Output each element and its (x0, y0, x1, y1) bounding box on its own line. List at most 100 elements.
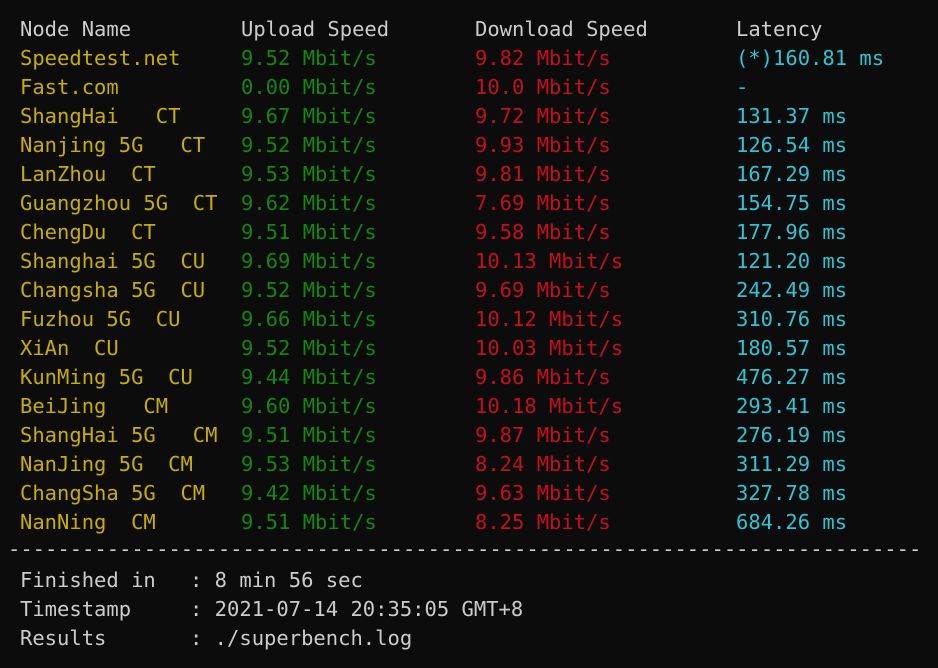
table-row: Changsha 5G CU 9.52 Mbit/s 9.69 Mbit/s 242.… (0, 276, 938, 305)
node-name: ChangSha 5G CM (20, 481, 206, 505)
upload-speed: 9.52 Mbit/s (241, 278, 377, 302)
summary-label: Timestamp (20, 597, 132, 621)
summary-label: Finished in (20, 568, 156, 592)
latency: 180.57 ms (736, 336, 848, 360)
table-row: Fuzhou 5G CU 9.66 Mbit/s 10.12 Mbit/s 310.7… (0, 305, 938, 334)
node-name: ShangHai 5G CM (20, 423, 218, 447)
table-row: XiAn CU 9.52 Mbit/s 10.03 Mbit/s 180.57 ms (0, 334, 938, 363)
upload-speed: 9.52 Mbit/s (241, 46, 377, 70)
download-speed: 7.69 Mbit/s (475, 191, 611, 215)
node-name: ShangHai CT (20, 104, 181, 128)
node-name: NanJing 5G CM (20, 452, 193, 476)
download-speed: 9.87 Mbit/s (475, 423, 611, 447)
node-name: ChengDu CT (20, 220, 156, 244)
upload-speed: 9.60 Mbit/s (241, 394, 377, 418)
table-row: Guangzhou 5G CT 9.62 Mbit/s 7.69 Mbit/s 154… (0, 189, 938, 218)
download-speed: 9.82 Mbit/s (475, 46, 611, 70)
latency: (*)160.81 ms (736, 46, 885, 70)
upload-speed: 9.52 Mbit/s (241, 133, 377, 157)
node-name: XiAn CU (20, 336, 119, 360)
upload-speed: 9.53 Mbit/s (241, 162, 377, 186)
node-name: Shanghai 5G CU (20, 249, 206, 273)
upload-speed: 9.51 Mbit/s (241, 220, 377, 244)
table-row: NanNing CM 9.51 Mbit/s 8.25 Mbit/s 684.26 m… (0, 508, 938, 537)
upload-speed: 9.69 Mbit/s (241, 249, 377, 273)
latency: 242.49 ms (736, 278, 848, 302)
latency: 121.20 ms (736, 249, 848, 273)
latency: 310.76 ms (736, 307, 848, 331)
upload-speed: 9.51 Mbit/s (241, 423, 377, 447)
upload-speed: 9.67 Mbit/s (241, 104, 377, 128)
node-name: Fuzhou 5G CU (20, 307, 181, 331)
latency: 167.29 ms (736, 162, 848, 186)
upload-speed: 9.53 Mbit/s (241, 452, 377, 476)
download-speed: 9.86 Mbit/s (475, 365, 611, 389)
upload-speed: 9.62 Mbit/s (241, 191, 377, 215)
download-speed: 9.58 Mbit/s (475, 220, 611, 244)
separator-top: ----------------------------------------… (8, 0, 918, 8)
download-speed: 10.03 Mbit/s (475, 336, 624, 360)
table-row: LanZhou CT 9.53 Mbit/s 9.81 Mbit/s 167.29 m… (0, 160, 938, 189)
header-latency: Latency (736, 17, 823, 41)
download-speed: 10.12 Mbit/s (475, 307, 624, 331)
node-name: NanNing CM (20, 510, 156, 534)
table-row: Fast.com 0.00 Mbit/s 10.0 Mbit/s - (0, 73, 938, 102)
latency: 684.26 ms (736, 510, 848, 534)
latency: - (736, 75, 749, 99)
table-row: Speedtest.net 9.52 Mbit/s 9.82 Mbit/s (*)16… (0, 44, 938, 73)
latency: 126.54 ms (736, 133, 848, 157)
latency: 131.37 ms (736, 104, 848, 128)
upload-speed: 9.51 Mbit/s (241, 510, 377, 534)
latency: 311.29 ms (736, 452, 848, 476)
table-row: ShangHai CT 9.67 Mbit/s 9.72 Mbit/s 131.37 … (0, 102, 938, 131)
download-speed: 8.24 Mbit/s (475, 452, 611, 476)
table-row: ShangHai 5G CM 9.51 Mbit/s 9.87 Mbit/s 276.… (0, 421, 938, 450)
summary-value: : 2021-07-14 20:35:05 GMT+8 (190, 597, 524, 621)
summary-line: Timestamp : 2021-07-14 20:35:05 GMT+8 (0, 595, 938, 624)
upload-speed: 9.52 Mbit/s (241, 336, 377, 360)
download-speed: 10.0 Mbit/s (475, 75, 611, 99)
latency: 327.78 ms (736, 481, 848, 505)
upload-speed: 9.42 Mbit/s (241, 481, 377, 505)
node-name: Fast.com (20, 75, 119, 99)
summary-value: : ./superbench.log (190, 626, 413, 650)
node-name: BeiJing CM (20, 394, 169, 418)
latency: 293.41 ms (736, 394, 848, 418)
table-row: KunMing 5G CU 9.44 Mbit/s 9.86 Mbit/s 476.2… (0, 363, 938, 392)
download-speed: 9.81 Mbit/s (475, 162, 611, 186)
latency: 154.75 ms (736, 191, 848, 215)
summary-line: Results : ./superbench.log (0, 624, 938, 653)
summary-line: Finished in : 8 min 56 sec (0, 566, 938, 595)
header-upload-speed: Upload Speed (241, 17, 390, 41)
node-name: LanZhou CT (20, 162, 156, 186)
upload-speed: 9.66 Mbit/s (241, 307, 377, 331)
download-speed: 10.13 Mbit/s (475, 249, 624, 273)
table-row: NanJing 5G CM 9.53 Mbit/s 8.24 Mbit/s 311.2… (0, 450, 938, 479)
table-row: Nanjing 5G CT 9.52 Mbit/s 9.93 Mbit/s 126.5… (0, 131, 938, 160)
summary-label: Results (20, 626, 107, 650)
latency: 476.27 ms (736, 365, 848, 389)
upload-speed: 9.44 Mbit/s (241, 365, 377, 389)
node-name: Speedtest.net (20, 46, 181, 70)
upload-speed: 0.00 Mbit/s (241, 75, 377, 99)
separator-bottom: ----------------------------------------… (8, 537, 918, 561)
node-name: Changsha 5G CU (20, 278, 206, 302)
download-speed: 10.18 Mbit/s (475, 394, 624, 418)
header-download-speed: Download Speed (475, 17, 648, 41)
table-row: BeiJing CM 9.60 Mbit/s 10.18 Mbit/s 293.41 … (0, 392, 938, 421)
download-speed: 9.63 Mbit/s (475, 481, 611, 505)
download-speed: 9.93 Mbit/s (475, 133, 611, 157)
latency: 276.19 ms (736, 423, 848, 447)
table-header: Node Name Upload Speed Download Speed La… (0, 15, 938, 44)
summary-value: : 8 min 56 sec (190, 568, 363, 592)
download-speed: 9.72 Mbit/s (475, 104, 611, 128)
table-row: ChangSha 5G CM 9.42 Mbit/s 9.63 Mbit/s 327.… (0, 479, 938, 508)
header-node-name: Node Name (20, 17, 132, 41)
table-row: ChengDu CT 9.51 Mbit/s 9.58 Mbit/s 177.96 m… (0, 218, 938, 247)
download-speed: 9.69 Mbit/s (475, 278, 611, 302)
node-name: Nanjing 5G CT (20, 133, 206, 157)
download-speed: 8.25 Mbit/s (475, 510, 611, 534)
table-row: Shanghai 5G CU 9.69 Mbit/s 10.13 Mbit/s 121… (0, 247, 938, 276)
node-name: Guangzhou 5G CT (20, 191, 218, 215)
